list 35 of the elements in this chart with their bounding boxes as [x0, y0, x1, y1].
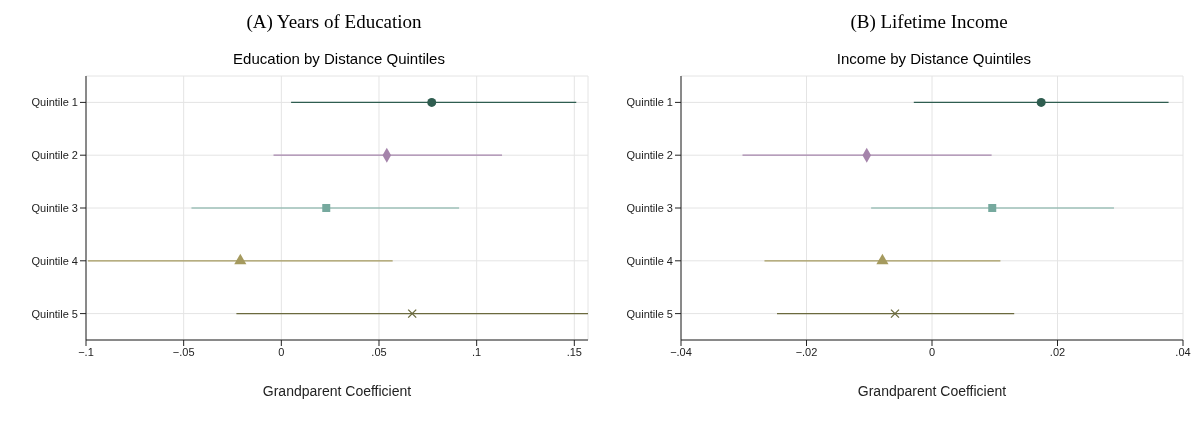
x-tick-label: .15	[566, 345, 582, 358]
y-tick-label: Quintile 1	[31, 96, 78, 109]
x-tick-label: 0	[928, 345, 936, 358]
point	[234, 253, 247, 265]
x-tick-label: .04	[1175, 345, 1191, 358]
y-tick-label: Quintile 1	[626, 96, 673, 109]
y-tick-label: Quintile 4	[31, 254, 78, 267]
point	[988, 204, 997, 212]
x-tick-label: .05	[371, 345, 387, 358]
y-tick-label: Quintile 3	[31, 201, 78, 214]
x-tick-label: 0	[278, 345, 285, 358]
point	[1036, 97, 1046, 107]
y-tick-label: Quintile 4	[626, 254, 673, 267]
y-tick-label: Quintile 5	[626, 307, 673, 320]
x-tick-label: .1	[472, 345, 482, 358]
point	[890, 308, 900, 319]
x-axis-title: Grandparent Coefficient	[262, 383, 412, 399]
y-tick-label: Quintile 2	[626, 149, 673, 162]
point	[322, 204, 331, 212]
x-tick-label: −.1	[78, 345, 94, 358]
chart-title: (B) Lifetime Income	[849, 10, 1009, 34]
chart-title: (A) Years of Education	[245, 10, 423, 34]
x-tick-label: −.05	[172, 345, 195, 358]
y-tick-label: Quintile 3	[626, 201, 673, 214]
x-axis-title: Grandparent Coefficient	[857, 383, 1007, 399]
point	[407, 308, 417, 319]
x-tick-label: .02	[1049, 345, 1066, 358]
chart-subtitle: Income by Distance Quintiles	[835, 50, 1033, 69]
chart-subtitle: Education by Distance Quintiles	[232, 50, 446, 69]
point	[876, 253, 889, 265]
point	[427, 97, 437, 107]
y-tick-label: Quintile 5	[31, 307, 78, 320]
x-tick-label: −.04	[670, 345, 692, 358]
x-tick-label: −.02	[795, 345, 818, 358]
y-tick-label: Quintile 2	[31, 149, 78, 162]
